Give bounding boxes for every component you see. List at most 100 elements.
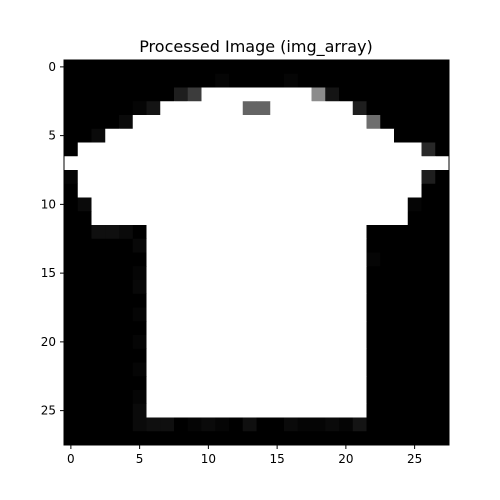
image-pixel [435,335,450,350]
image-pixel [132,225,147,240]
image-pixel [160,73,175,88]
image-pixel [435,417,450,432]
image-pixel [407,156,422,171]
image-pixel [394,115,409,130]
image-pixel [229,280,244,295]
image-pixel [380,142,395,157]
image-pixel [201,170,216,185]
image-pixel [215,390,230,405]
image-pixel [311,238,326,253]
x-axis-ticks: 0 5 10 15 20 25 [67,445,422,466]
image-pixel [229,335,244,350]
image-pixel [270,128,285,143]
image-pixel [297,128,312,143]
image-pixel [352,238,367,253]
image-pixel [229,307,244,322]
image-pixel [435,225,450,240]
image-pixel [352,431,367,446]
image-pixel [215,170,230,185]
image-pixel [366,197,381,212]
image-pixel [174,183,189,198]
image-pixel [215,335,230,350]
image-pixel [64,142,79,157]
image-pixel [119,280,134,295]
image-pixel [215,376,230,391]
image-pixel [325,156,340,171]
image-pixel [256,376,271,391]
image-pixel [174,225,189,240]
image-pixel [215,156,230,171]
image-pixel [105,376,120,391]
image-pixel [297,101,312,116]
image-pixel [284,321,299,336]
image-pixel [201,307,216,322]
image-pixel [119,348,134,363]
image-pixel [435,280,450,295]
image-pixel [132,238,147,253]
image-pixel [160,403,175,418]
image-pixel [91,417,106,432]
image-pixel [325,211,340,226]
image-pixel [352,403,367,418]
image-pixel [91,321,106,336]
image-pixel [201,115,216,130]
image-pixel [394,335,409,350]
image-pixel [435,307,450,322]
image-pixel [146,60,161,75]
image-pixel [160,183,175,198]
image-pixel [366,417,381,432]
image-pixel [146,335,161,350]
image-pixel [229,431,244,446]
image-pixel [242,60,257,75]
image-pixel [77,321,92,336]
image-pixel [77,156,92,171]
image-pixel [229,390,244,405]
image-pixel [256,170,271,185]
image-pixel [297,390,312,405]
image-pixel [380,73,395,88]
image-pixel [394,403,409,418]
image-pixel [119,376,134,391]
image-pixel [366,252,381,267]
image-pixel [201,142,216,157]
image-pixel [270,211,285,226]
image-pixel [174,60,189,75]
image-pixel [132,431,147,446]
image-pixel [270,142,285,157]
image-pixel [270,266,285,281]
image-pixel [187,197,202,212]
image-pixel [366,156,381,171]
image-pixel [394,87,409,102]
image-pixel [435,238,450,253]
image-pixel [394,293,409,308]
image-pixel [215,321,230,336]
image-pixel [435,142,450,157]
image-pixel [394,170,409,185]
image-pixel [119,431,134,446]
image-pixel [201,348,216,363]
image-pixel [201,197,216,212]
image-pixel [435,197,450,212]
image-pixel [339,348,354,363]
image-pixel [407,307,422,322]
image-pixel [339,156,354,171]
image-pixel [242,280,257,295]
image-pixel [91,197,106,212]
image-pixel [284,238,299,253]
image-pixel [132,142,147,157]
image-pixel [201,101,216,116]
image-pixel [352,280,367,295]
image-pixel [201,417,216,432]
image-pixel [256,211,271,226]
image-pixel [311,197,326,212]
image-pixel [174,156,189,171]
image-pixel [132,307,147,322]
image-pixel [229,266,244,281]
image-pixel [256,362,271,377]
image-pixel [174,238,189,253]
image-pixel [132,128,147,143]
image-pixel [187,390,202,405]
image-pixel [325,431,340,446]
image-pixel [339,73,354,88]
image-pixel [187,321,202,336]
